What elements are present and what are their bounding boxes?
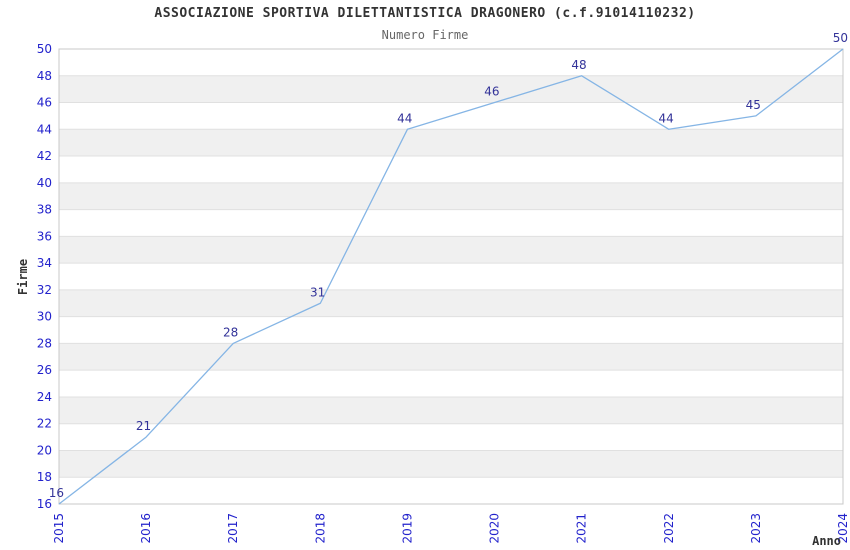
y-tick-label: 48	[37, 69, 52, 83]
x-tick-label: 2021	[575, 513, 589, 544]
y-tick-label: 20	[37, 443, 52, 457]
y-tick-label: 44	[37, 122, 52, 136]
data-point-label: 46	[484, 85, 499, 99]
data-point-label: 48	[571, 58, 586, 72]
y-tick-label: 40	[37, 176, 52, 190]
y-axis-label: Firme	[16, 259, 30, 295]
grid-band	[59, 156, 843, 183]
y-tick-label: 22	[37, 417, 52, 431]
chart-title: ASSOCIAZIONE SPORTIVA DILETTANTISTICA DR…	[154, 6, 696, 21]
y-tick-label: 38	[37, 203, 52, 217]
grid-band	[59, 289, 843, 317]
grid-band	[59, 450, 843, 478]
data-point-label: 44	[397, 111, 412, 125]
y-tick-label: 50	[37, 42, 52, 56]
grid-band	[59, 209, 843, 237]
data-point-label: 16	[49, 486, 64, 500]
x-tick-label: 2017	[226, 513, 240, 544]
y-tick-label: 34	[37, 256, 52, 270]
y-tick-label: 18	[37, 470, 52, 484]
grid-band	[59, 49, 843, 76]
x-axis-label: Anno	[812, 534, 841, 548]
grid-band	[59, 343, 843, 371]
x-tick-label: 2024	[836, 513, 850, 544]
chart-subtitle: Numero Firme	[381, 28, 469, 42]
data-point-label: 45	[746, 98, 761, 112]
data-point-label: 21	[136, 419, 151, 433]
y-tick-label: 42	[37, 149, 52, 163]
data-point-label: 44	[658, 111, 673, 125]
grid-band	[59, 423, 843, 451]
y-tick-label: 36	[37, 229, 52, 243]
x-tick-label: 2022	[662, 513, 676, 544]
x-tick-label: 2016	[139, 513, 153, 544]
y-tick-label: 30	[37, 310, 52, 324]
x-tick-label: 2015	[52, 513, 66, 544]
data-point-label: 28	[223, 325, 238, 339]
y-tick-label: 26	[37, 363, 52, 377]
y-tick-label: 24	[37, 390, 52, 404]
data-point-label: 50	[833, 31, 848, 45]
grid-band	[59, 263, 843, 290]
grid-band	[59, 182, 843, 210]
x-tick-label: 2023	[749, 513, 763, 544]
y-tick-label: 28	[37, 336, 52, 350]
x-tick-label: 2018	[313, 513, 327, 544]
grid-band	[59, 477, 843, 504]
grid-band	[59, 129, 843, 157]
y-tick-label: 16	[37, 497, 52, 511]
grid-band	[59, 396, 843, 424]
grid-band	[59, 75, 843, 103]
grid-band	[59, 370, 843, 397]
x-tick-label: 2020	[488, 513, 502, 544]
x-tick-label: 2019	[400, 513, 414, 544]
grid-band	[59, 316, 843, 344]
y-tick-label: 32	[37, 283, 52, 297]
grid-band	[59, 236, 843, 264]
data-line	[58, 48, 844, 505]
data-point-label: 31	[310, 285, 325, 299]
plot-border	[58, 48, 844, 505]
y-tick-label: 46	[37, 96, 52, 110]
